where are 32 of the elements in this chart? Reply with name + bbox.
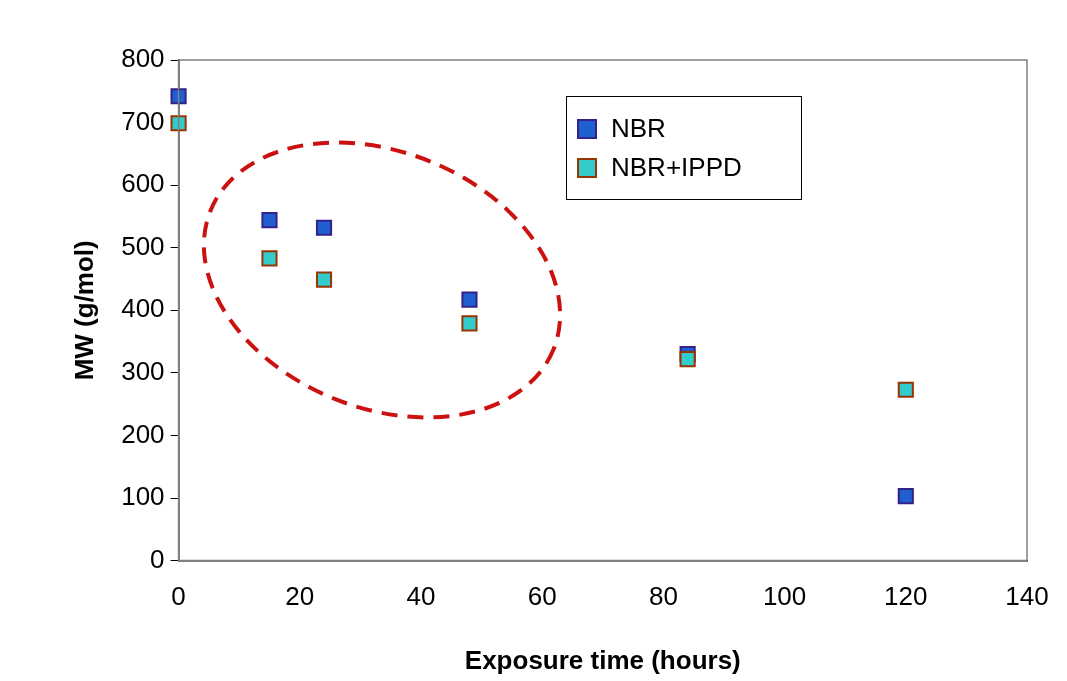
y-tick-label: 0	[150, 543, 165, 574]
legend-label: NBR+IPPD	[611, 152, 742, 183]
point	[261, 250, 278, 267]
point	[315, 271, 333, 288]
point	[170, 115, 187, 132]
point	[461, 291, 478, 308]
x-tick-label: 80	[648, 581, 678, 612]
y-tick-label: 100	[121, 481, 165, 512]
y-tick-label: 500	[121, 230, 165, 261]
point	[679, 351, 696, 368]
y-axis-title: MW (g/mol)	[68, 240, 99, 381]
x-tick-label: 100	[762, 581, 807, 612]
y-tick-label: 400	[121, 293, 165, 324]
y-tick-label: 300	[121, 356, 165, 387]
y-tick-label: 600	[121, 168, 165, 199]
point	[897, 488, 914, 505]
y-tick-label: 200	[121, 418, 165, 449]
point	[261, 212, 278, 229]
legend-label: NBR	[611, 113, 666, 144]
point	[461, 315, 478, 332]
x-axis-title: Exposure time (hours)	[464, 644, 741, 675]
point	[315, 219, 333, 236]
x-tick-label: 140	[1005, 581, 1049, 612]
y-tick-label: 800	[121, 43, 165, 74]
x-tick-label: 0	[171, 581, 186, 612]
x-tick-label: 60	[527, 581, 557, 612]
y-tick-label: 700	[121, 105, 165, 136]
point	[897, 381, 914, 398]
x-tick-label: 120	[884, 581, 928, 612]
x-tick-label: 40	[406, 581, 436, 612]
point	[170, 88, 187, 105]
x-tick-label: 20	[285, 581, 315, 612]
